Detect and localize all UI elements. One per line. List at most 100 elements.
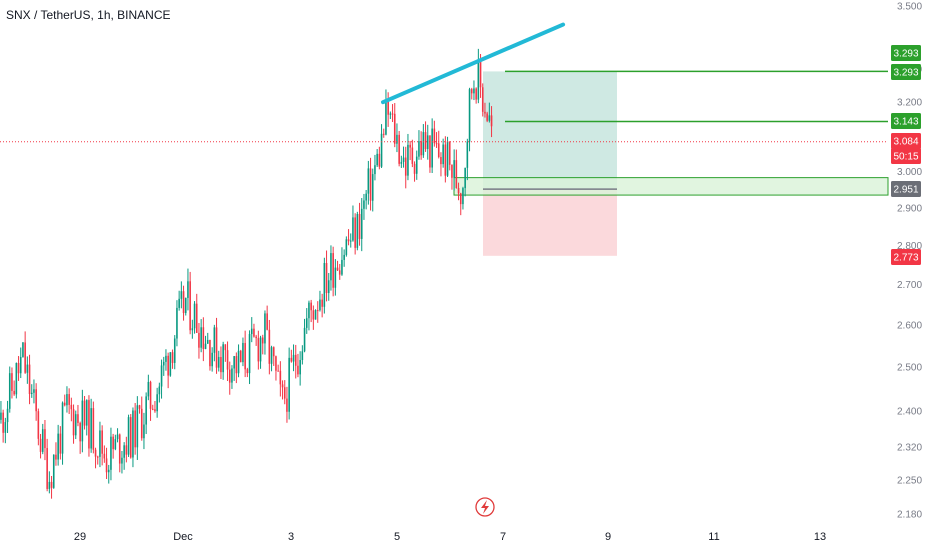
y-tick-label: 2.400 [897, 406, 922, 417]
candle-body [189, 281, 191, 331]
candle-body [162, 361, 165, 366]
candle-body [261, 337, 264, 344]
price-tag-label: 3.143 [893, 117, 918, 128]
candle-body [297, 365, 299, 375]
candle-body [110, 436, 112, 470]
candle-body [167, 355, 169, 376]
price-tag-target [891, 45, 921, 61]
candle-body [28, 364, 31, 394]
candle-body [429, 135, 431, 168]
candle-body [490, 115, 493, 127]
candle-body [453, 160, 455, 178]
candle-body [319, 299, 321, 311]
candle-body [457, 187, 460, 194]
candle-body [200, 327, 202, 348]
candle-body [94, 449, 97, 457]
candle-body [308, 302, 310, 319]
candle-body [325, 263, 328, 294]
candle-body [437, 143, 440, 158]
candle-body [464, 167, 466, 189]
candle-body [446, 141, 449, 176]
candle-body [277, 370, 279, 372]
candle-body [143, 424, 145, 439]
y-tick-label: 2.500 [897, 363, 922, 374]
candle-body [380, 133, 383, 167]
x-tick-label: 7 [500, 531, 506, 543]
candle-body [59, 433, 62, 454]
candle-body [283, 387, 286, 399]
candle-body [35, 389, 37, 412]
candle-body [151, 408, 154, 410]
candle-body [52, 454, 55, 488]
candle-body [242, 342, 244, 363]
candle-body [352, 217, 354, 241]
entry-zone [453, 177, 889, 196]
candle-body [257, 338, 260, 362]
candle-body [123, 445, 125, 458]
candle-body [279, 370, 282, 385]
candle-body [158, 386, 161, 395]
candle-body [156, 394, 158, 412]
candle-body [83, 400, 86, 426]
candle-body [411, 147, 414, 164]
candle-body [136, 405, 139, 448]
candle-body [391, 113, 394, 115]
candle-body [292, 354, 295, 362]
candle-body [244, 342, 246, 370]
candle-body [107, 469, 110, 473]
candle-body [101, 430, 103, 454]
candle-body [147, 381, 150, 397]
y-tick-label: 2.250 [897, 476, 922, 487]
candle-body [233, 356, 235, 369]
candle-body [112, 436, 114, 450]
candle-body [466, 141, 469, 168]
candle-body [363, 200, 365, 209]
candle-body [226, 350, 229, 370]
candle-body [294, 354, 297, 366]
candle-body [239, 350, 242, 363]
price-tag-label: 2.951 [893, 185, 918, 196]
candle-body [237, 350, 240, 374]
candle-body [138, 405, 141, 409]
loss-zone [483, 189, 617, 256]
candle-body [356, 214, 359, 248]
candle-body [92, 408, 95, 450]
candle-body [360, 208, 363, 239]
candle-body [105, 458, 108, 473]
candle-body [396, 134, 398, 144]
x-tick-label: 5 [394, 531, 400, 543]
candle-body [22, 342, 24, 357]
candle-body [371, 174, 374, 201]
candle-body [448, 141, 451, 165]
candle-body [268, 329, 271, 364]
candle-body [11, 373, 13, 391]
candle-body [24, 342, 26, 373]
candle-body [385, 101, 387, 135]
candle-body [50, 481, 53, 488]
candle-body [431, 128, 433, 168]
candle-body [303, 327, 306, 352]
candle-body [0, 412, 2, 420]
candle-body [220, 356, 222, 373]
x-tick-label: Dec [173, 531, 193, 543]
candle-body [26, 364, 29, 373]
candle-body [272, 347, 275, 357]
candle-body [266, 313, 268, 330]
candle-body [2, 412, 4, 433]
candle-body [74, 414, 77, 436]
price-tag-label: 3.084 [893, 137, 918, 148]
candle-body [374, 165, 376, 175]
candle-body [332, 253, 334, 288]
price-tag-target [891, 64, 921, 80]
candle-body [398, 134, 400, 164]
candle-body [4, 422, 7, 433]
candle-body [255, 336, 257, 339]
candle-body [154, 409, 156, 412]
candle-body [420, 141, 422, 156]
candle-body [178, 298, 180, 308]
y-tick-label: 2.600 [897, 320, 922, 331]
candle-body [187, 281, 189, 298]
candle-body [132, 410, 134, 458]
